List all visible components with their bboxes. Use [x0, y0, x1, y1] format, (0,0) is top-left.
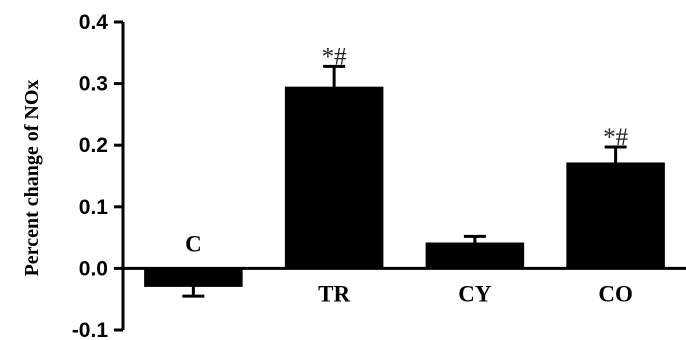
y-tick-label: 0.0 [79, 257, 108, 280]
y-tick-label: -0.1 [72, 319, 109, 340]
bars-group: *# *# [144, 43, 665, 298]
category-label-tr: TR [318, 281, 350, 306]
category-label-co: CO [598, 281, 633, 306]
significance-label-tr: *# [322, 43, 348, 70]
bar-co [566, 162, 665, 269]
y-tick-label: 0.1 [79, 196, 109, 219]
category-label-c: C [185, 231, 202, 256]
bar-tr [284, 86, 384, 269]
y-tick-label: 0.2 [79, 134, 108, 157]
category-label-cy: CY [458, 281, 492, 306]
x-axis: C TR CY CO [123, 231, 686, 306]
y-tick-label: 0.4 [79, 11, 109, 34]
y-axis-title: Percent change of NOx [21, 80, 43, 277]
y-axis: 0.4 0.3 0.2 0.1 0.0 -0.1 [72, 11, 125, 340]
y-tick-label: 0.3 [79, 73, 108, 96]
significance-label-co: *# [603, 124, 629, 151]
